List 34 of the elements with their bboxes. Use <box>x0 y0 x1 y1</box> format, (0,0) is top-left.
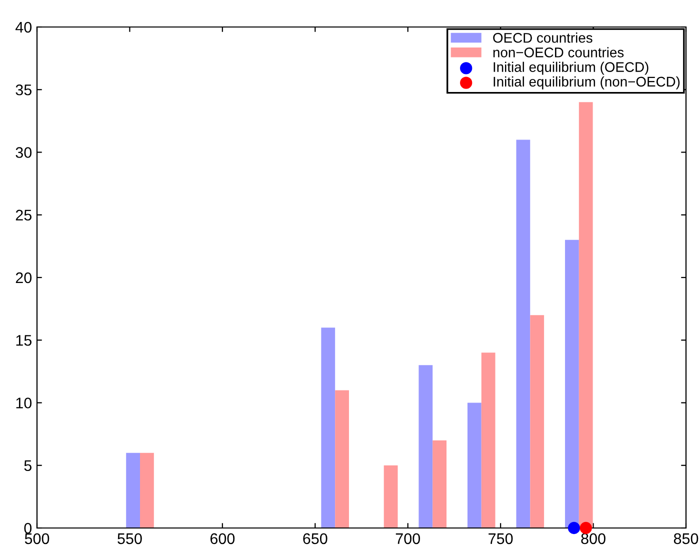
legend-label: non−OECD countries <box>493 47 624 58</box>
y-tick-label: 20 <box>16 272 32 284</box>
bar <box>565 240 579 528</box>
y-tick-label: 5 <box>24 460 32 472</box>
bar <box>516 140 530 528</box>
bar <box>481 352 496 528</box>
y-tick-label: 35 <box>16 84 32 96</box>
x-tick-label: 700 <box>396 533 420 544</box>
bar <box>418 365 433 528</box>
y-tick-label: 10 <box>16 398 32 408</box>
x-tick-label: 800 <box>581 533 606 544</box>
bar <box>335 390 349 528</box>
x-tick-label: 750 <box>488 533 513 544</box>
legend-label: Initial equilibrium (non−OECD) <box>494 76 680 90</box>
y-tick-label: 30 <box>16 147 32 158</box>
x-tick-label: 550 <box>118 533 142 544</box>
bar <box>321 328 336 528</box>
bar <box>467 402 482 528</box>
legend-label: OECD countries <box>493 32 592 43</box>
y-tick-label: 15 <box>16 335 32 346</box>
x-tick-label: 500 <box>24 533 50 544</box>
y-tick-label: 0 <box>24 522 32 534</box>
x-tick-label: 650 <box>303 533 328 544</box>
bar <box>140 452 154 528</box>
x-tick-label: 850 <box>674 533 698 544</box>
legend-label: Initial equilibrium (OECD) <box>494 62 648 75</box>
bar <box>384 465 398 528</box>
y-tick-label: 40 <box>16 22 32 33</box>
bar <box>578 102 593 528</box>
x-tick-label: 600 <box>210 533 235 544</box>
bar <box>432 440 447 528</box>
bar <box>530 315 544 528</box>
y-tick-label: 25 <box>16 210 32 221</box>
bar <box>126 452 140 528</box>
